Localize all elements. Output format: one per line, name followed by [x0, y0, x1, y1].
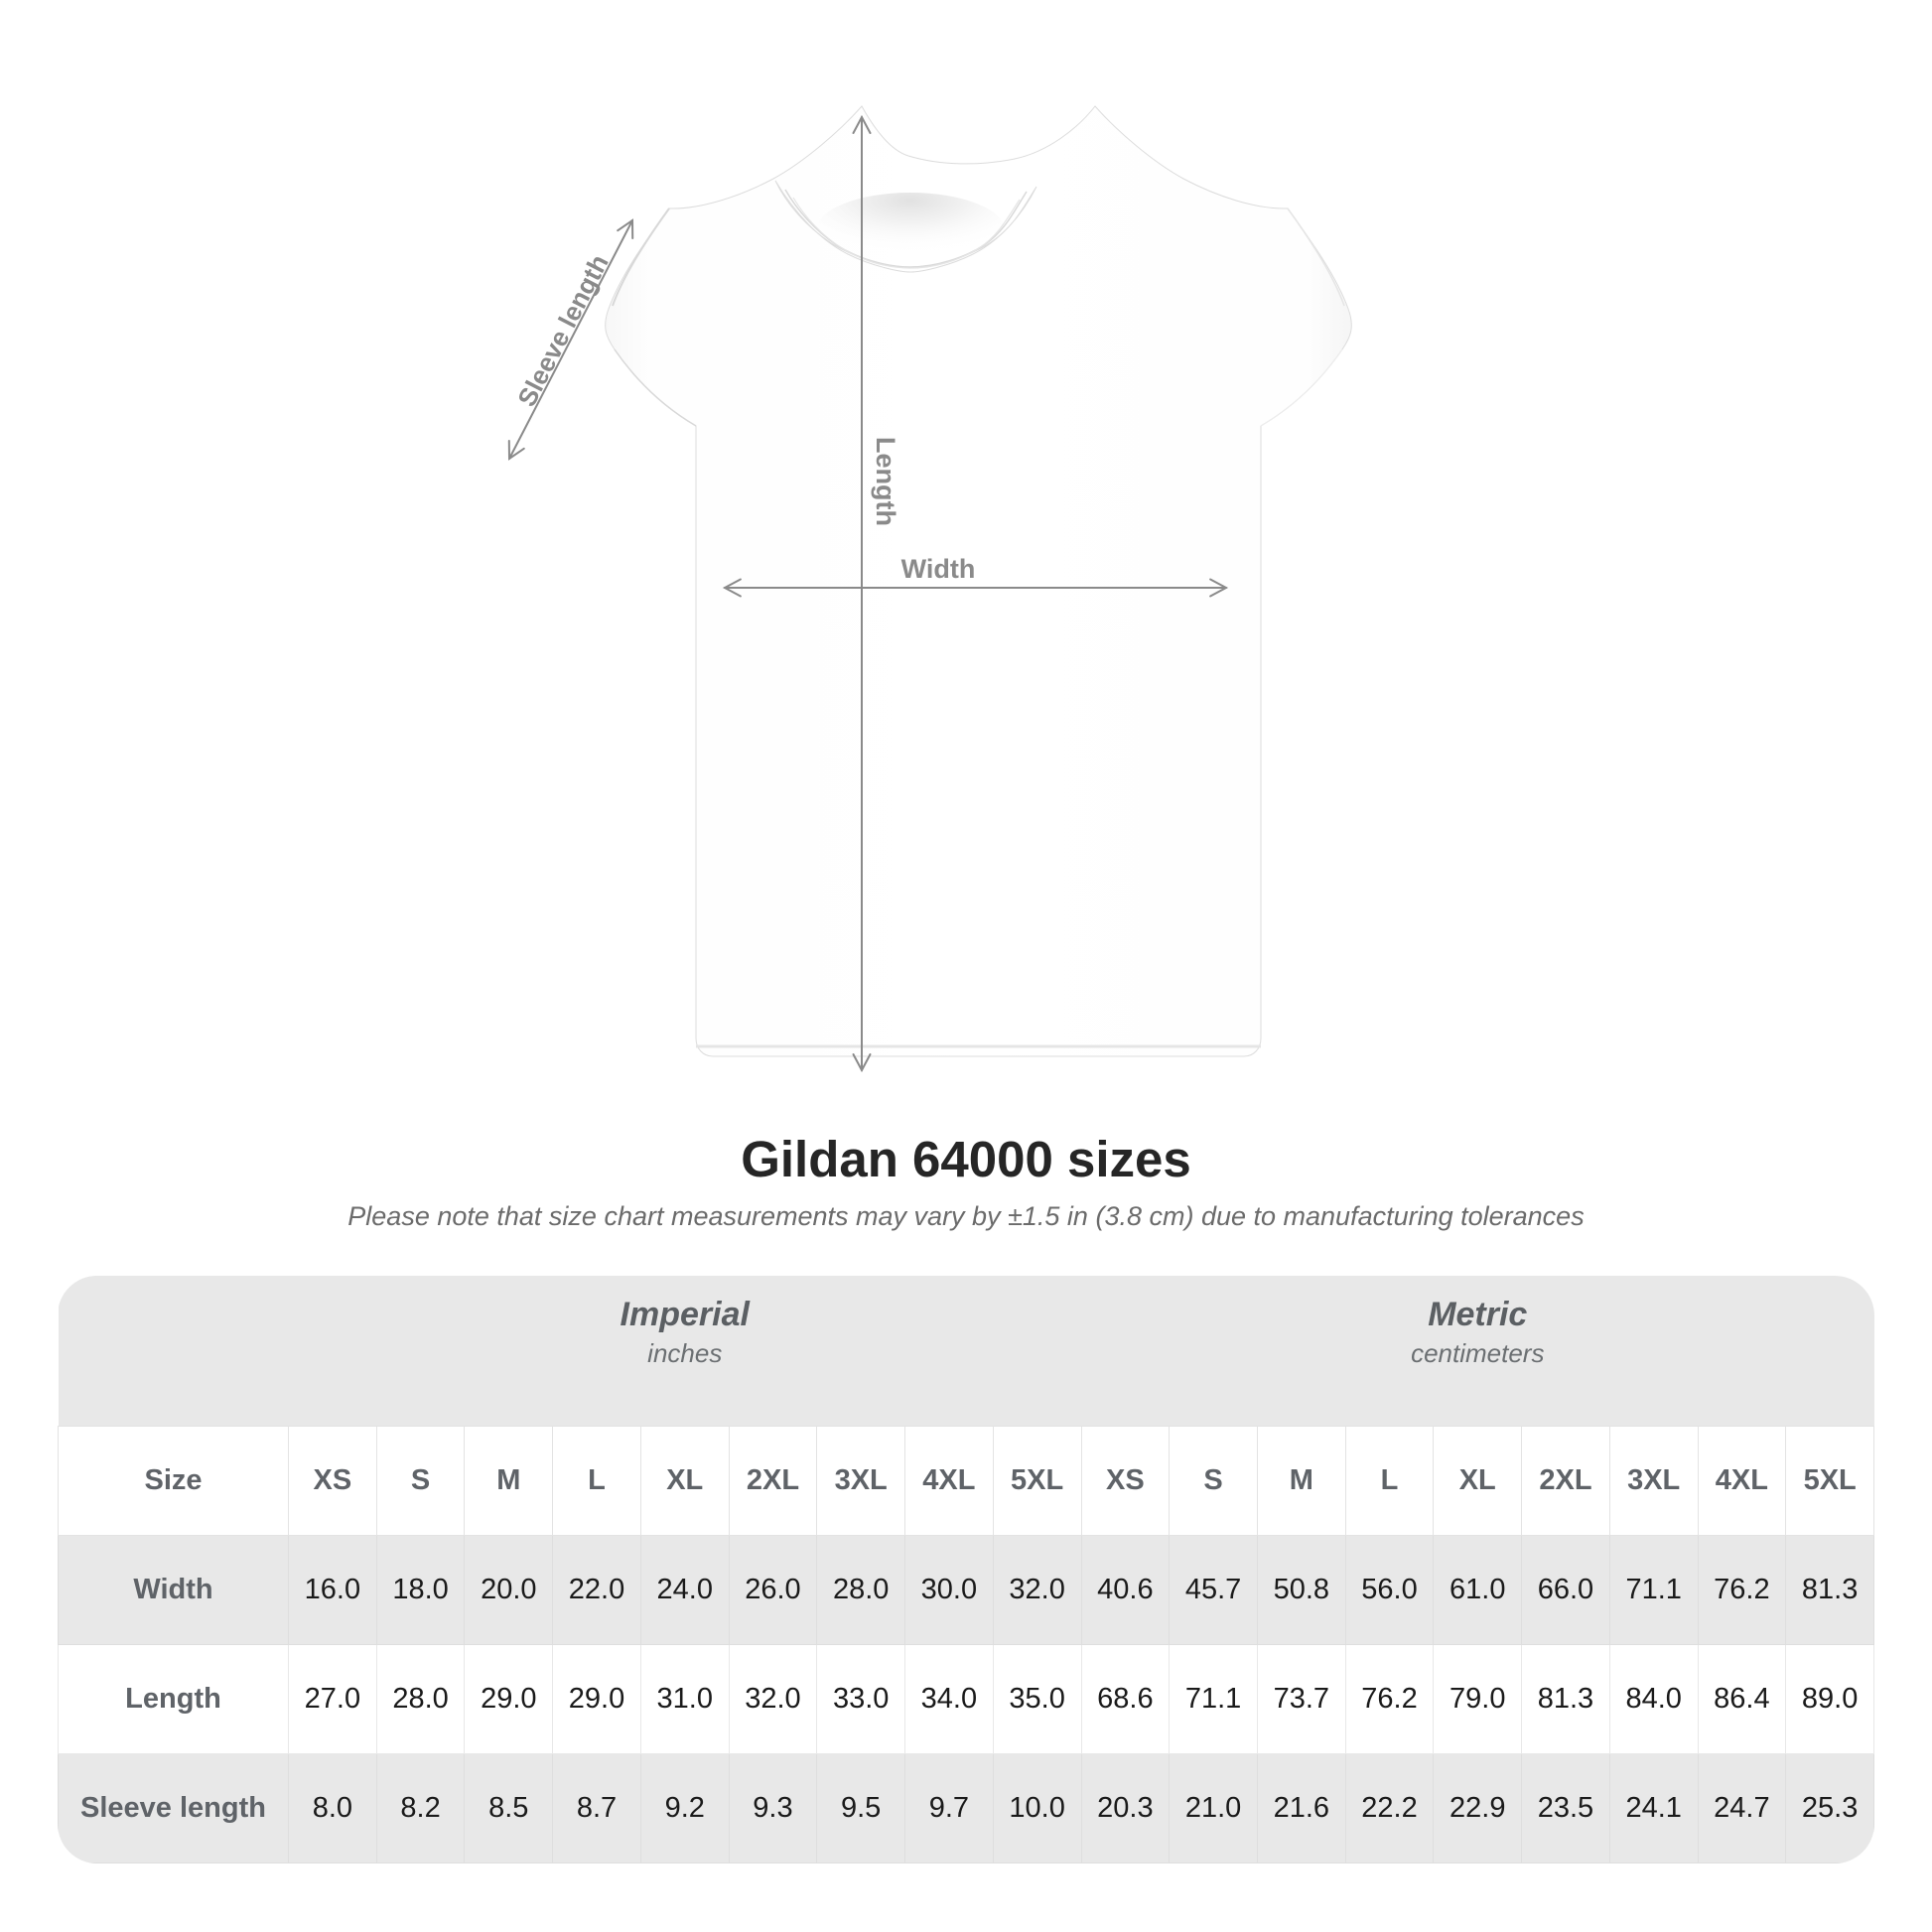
svg-text:Width: Width: [901, 554, 976, 584]
svg-text:Sleeve length: Sleeve length: [511, 250, 615, 412]
svg-text:Length: Length: [871, 437, 900, 526]
